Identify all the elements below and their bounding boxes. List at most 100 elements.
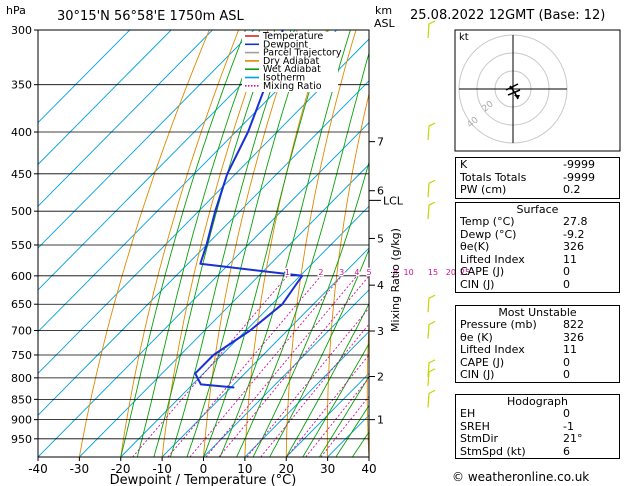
- isotherm: [38, 30, 213, 207]
- pressure-tick-label: 600: [11, 270, 32, 283]
- table-row: Temp (°C) 27.8: [456, 215, 619, 229]
- pressure-tick-label: 350: [11, 79, 32, 92]
- temperature-tick-label: -40: [28, 462, 48, 476]
- mixing-ratio-label: 1: [285, 268, 290, 277]
- isotherm: [79, 163, 369, 457]
- mixing-ratio-label: 15: [428, 268, 438, 277]
- temperature-tick-label: 40: [361, 462, 376, 476]
- row-label: Lifted Index: [460, 343, 525, 357]
- date-header: 25.08.2022 12GMT (Base: 12): [410, 8, 606, 23]
- table-row: StmDir 21°: [456, 433, 619, 446]
- mixing-ratio-line: [132, 275, 288, 457]
- wind-barbs: [427, 20, 436, 408]
- temperature-tick-label: 20: [279, 462, 294, 476]
- wet-adiabat: [219, 30, 351, 457]
- row-label: CIN (J): [460, 368, 495, 382]
- location-title: 30°15'N 56°58'E 1750m ASL: [57, 9, 245, 24]
- temperature-tick-label: -10: [152, 462, 172, 476]
- wind-barb-icon: [427, 320, 436, 339]
- row-label: SREH: [460, 419, 490, 433]
- km-tick-label: 2: [377, 371, 384, 384]
- km-tick-label: 6: [377, 185, 384, 198]
- copyright-footer: © weatheronline.co.uk: [452, 470, 590, 484]
- row-label: CAPE (J): [460, 355, 505, 369]
- table-row: SREH -1: [456, 419, 619, 434]
- mixing-ratio-labels: 1 2 3 4 5 8 10 15 20 25: [284, 267, 472, 279]
- pressure-tick-label: 900: [11, 414, 32, 427]
- row-value: 27.8: [563, 215, 588, 228]
- table-row: EH 0: [456, 407, 619, 421]
- row-value: 6: [563, 444, 570, 458]
- isotherm: [38, 30, 255, 249]
- row-value: 11: [563, 343, 577, 357]
- series-line-dewpoint: [194, 30, 304, 389]
- legend-label: Dewpoint: [263, 39, 308, 50]
- hodograph-frame: [454, 29, 621, 152]
- temperature-tick-label: 0: [200, 462, 208, 476]
- row-value: 11: [563, 252, 577, 266]
- wet-adiabat: [319, 375, 369, 457]
- legend-label: Parcel Trajectory: [263, 48, 342, 59]
- isotherm: [285, 372, 369, 457]
- pressure-tick-label: 550: [11, 239, 32, 252]
- table-row: CIN (J) 0: [456, 278, 619, 292]
- sounding-series: [194, 30, 304, 389]
- table-row: Lifted Index 11: [456, 252, 619, 267]
- mixing-ratio-label: 20: [446, 268, 456, 277]
- table-row: Pressure (mb) 822: [456, 318, 619, 332]
- km-tick-label: 5: [377, 232, 384, 245]
- table-row: CIN (J) 0: [456, 369, 619, 382]
- row-label: Lifted Index: [460, 252, 525, 266]
- hodograph: kt 20 40: [454, 29, 621, 152]
- hodograph-table-title: Hodograph: [507, 395, 568, 408]
- pressure-tick-label: 500: [11, 205, 32, 218]
- row-value: 0: [563, 407, 570, 420]
- plot-frame: [37, 29, 370, 458]
- row-value: 326: [563, 240, 584, 254]
- pressure-tick-label: 800: [11, 372, 32, 385]
- pressure-axis: 300 350 400 450 500 550 600 650 700 750 800 850 900 9…: [11, 24, 38, 446]
- surface-title: Surface: [516, 203, 559, 216]
- legend-label: Temperature: [262, 31, 323, 42]
- row-value: 822: [563, 318, 584, 331]
- isotherm: [38, 122, 369, 457]
- row-label: θe (K): [460, 330, 493, 344]
- table-row: CAPE (J) 0: [456, 355, 619, 370]
- asl-label: ASL: [374, 17, 396, 30]
- legend-label: Mixing Ratio: [263, 81, 322, 92]
- row-label: θe(K): [460, 240, 490, 254]
- mixing-ratio-axis-title: Mixing Ratio (g/kg): [389, 228, 402, 332]
- pressure-tick-label: 950: [11, 433, 32, 446]
- mixing-ratio-line: [218, 275, 369, 457]
- row-value: -1: [563, 419, 574, 433]
- isotherm: [203, 289, 369, 457]
- isotherm: [38, 30, 172, 166]
- wind-barb-icon: [427, 368, 436, 386]
- table-row: θe(K) 326: [456, 241, 619, 254]
- wet-adiabat: [302, 342, 369, 457]
- pressure-tick-label: 400: [11, 126, 32, 139]
- mixing-ratio-label: 4: [354, 268, 359, 277]
- wind-barb-icon: [427, 359, 436, 377]
- wind-barb-icon: [427, 201, 436, 220]
- wet-adiabat: [335, 404, 369, 457]
- temperature-tick-label: -20: [111, 462, 131, 476]
- indices-table: K -9999 Totals Totals -9999 PW (cm) 0.2: [455, 157, 620, 199]
- isotherm: [244, 330, 369, 457]
- lcl-label: LCL: [383, 194, 404, 207]
- index-row-k: K -9999: [460, 158, 595, 171]
- km-tick-label: 7: [377, 136, 384, 149]
- mixing-ratio-label: 25: [460, 268, 470, 277]
- temperature-tick-label: 10: [237, 462, 252, 476]
- hodograph-table: Hodograph EH 0 SREH -1 StmDir 21° StmSpd (kt) 6: [455, 394, 620, 460]
- wind-barb-icon: [427, 20, 436, 39]
- row-value: 326: [563, 330, 584, 344]
- mixing-ratio-line: [286, 354, 369, 457]
- wet-adiabat: [136, 30, 261, 457]
- dry-adiabat: [120, 30, 240, 457]
- hodograph-storm-icon: [505, 83, 521, 96]
- km-tick-label: 1: [377, 414, 384, 427]
- row-value: -9.2: [563, 227, 585, 241]
